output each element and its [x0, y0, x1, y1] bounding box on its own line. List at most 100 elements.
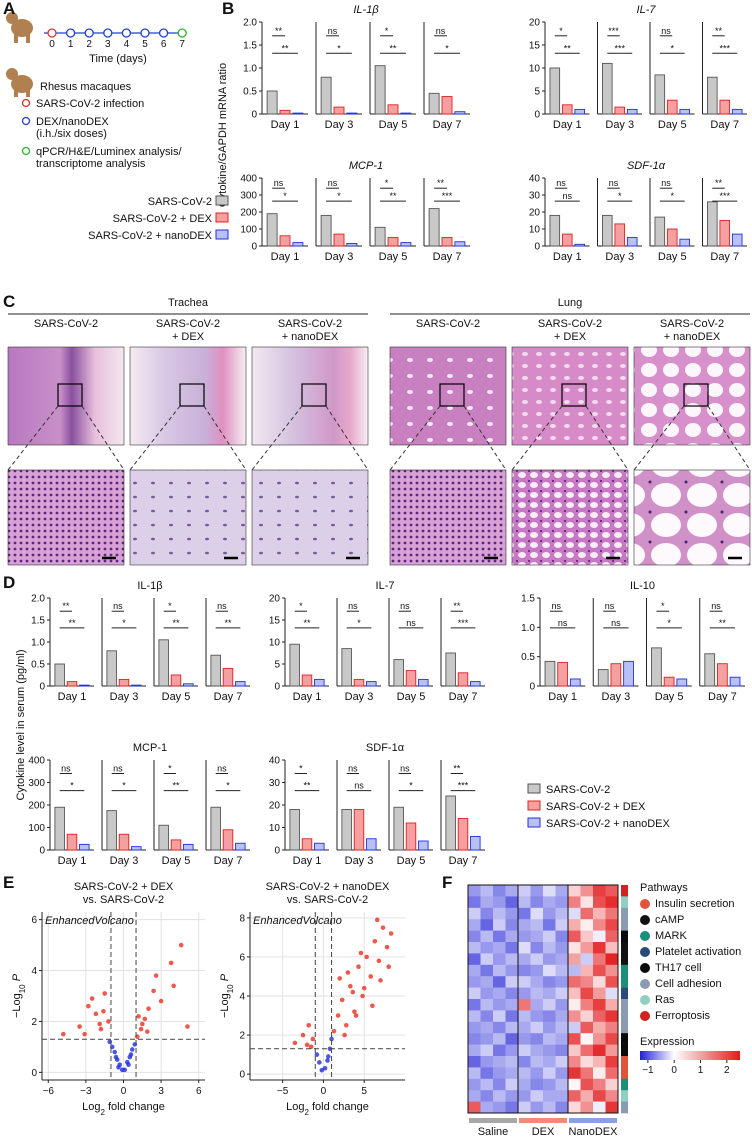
heatmap-cell — [555, 1033, 569, 1045]
time-tick-label: 2 — [86, 39, 92, 50]
y-tick-label: 15 — [529, 41, 541, 52]
significance-label: ns — [354, 781, 364, 791]
x-tick-label: Day 5 — [655, 691, 684, 703]
legend-label: SARS-CoV-2 infection — [36, 98, 144, 110]
heatmap-cell — [555, 964, 569, 977]
heatmap-cell — [505, 942, 519, 954]
histology-image — [7, 346, 125, 446]
heatmap-cell — [518, 1101, 531, 1114]
legend-marker — [21, 146, 31, 156]
histology-image — [129, 346, 247, 446]
colorbar-title: Expression — [640, 1036, 694, 1048]
x-tick-label: Day 7 — [214, 855, 243, 867]
significance-label: * — [357, 618, 361, 628]
heatmap-cell — [480, 964, 494, 977]
y-tick-label: 0 — [31, 1068, 37, 1079]
point — [116, 1064, 121, 1070]
point — [352, 1009, 357, 1014]
point — [140, 1021, 145, 1027]
significance-label: ** — [303, 781, 311, 791]
significance-label: ns — [400, 601, 410, 611]
y-tick-label: 0 — [534, 242, 540, 253]
y-tick-label: 30 — [529, 191, 541, 202]
legend-label: transcriptome analysis — [36, 158, 146, 170]
heatmap-cell — [580, 1101, 594, 1114]
column-label: SARS-CoV-2 — [278, 318, 342, 330]
point — [380, 925, 386, 930]
significance-label: ** — [437, 178, 445, 188]
y-axis-label: −Log10 P — [11, 973, 27, 1018]
zoom-line — [81, 405, 125, 471]
significance-label: ** — [453, 601, 461, 611]
significance-label: * — [122, 781, 126, 791]
heatmap-cell — [555, 1101, 569, 1114]
legend-marker — [640, 963, 650, 973]
x-tick-label: Day 3 — [602, 691, 631, 703]
pathway-annotation — [621, 1067, 628, 1080]
bar — [666, 228, 678, 247]
x-tick-label: Day 1 — [293, 691, 322, 703]
heatmap-cell — [593, 976, 606, 988]
y-axis-label-part: P — [11, 973, 23, 984]
heatmap-cell — [593, 1090, 606, 1102]
heatmap-cell — [593, 896, 606, 909]
point — [348, 983, 353, 989]
group-label: NanoDEX — [569, 1126, 619, 1138]
bar — [353, 678, 365, 687]
point — [360, 993, 365, 999]
bar — [405, 822, 417, 851]
heatmap-cell — [580, 964, 594, 977]
column-label: + nanoDEX — [282, 331, 339, 343]
significance-label: ns — [711, 601, 721, 611]
heatmap-cell — [593, 953, 606, 966]
point — [310, 1036, 316, 1042]
heatmap-cell — [568, 885, 581, 897]
point — [343, 1023, 349, 1028]
bar — [549, 214, 561, 247]
point — [325, 1058, 330, 1063]
subtitle: EnhancedVolcano — [253, 915, 342, 927]
significance-label: * — [667, 618, 671, 628]
bar — [561, 104, 573, 115]
significance-label: ** — [389, 43, 397, 53]
heatmap-cell — [505, 907, 519, 920]
heatmap-cell — [555, 1090, 569, 1102]
heatmap-cell — [468, 919, 481, 931]
heatmap-cell — [593, 1044, 606, 1057]
heatmap-cell — [605, 1021, 619, 1034]
heatmap-cell — [580, 919, 594, 931]
y-tick-label: 2 — [239, 1031, 245, 1042]
heatmap-cell — [505, 1078, 519, 1091]
group-bar — [519, 1118, 567, 1123]
heatmap-cell — [605, 1010, 619, 1023]
colorbar — [640, 1051, 740, 1060]
pathway-annotation — [621, 1010, 628, 1023]
heatmap-cell — [493, 1010, 506, 1023]
heatmap-cell — [480, 1101, 494, 1114]
bar — [366, 838, 377, 851]
heatmap-cell — [543, 953, 556, 966]
heatmap-cell — [593, 930, 606, 943]
monkey-icon — [6, 68, 33, 97]
significance-label: * — [299, 601, 303, 611]
significance-label: ns — [61, 764, 71, 774]
heatmap-cell — [468, 1078, 481, 1091]
legend-title: Pathways — [640, 882, 688, 894]
legend-label: Platelet activation — [655, 946, 741, 958]
y-tick-label: 8 — [239, 913, 245, 924]
heatmap-cell — [480, 1021, 494, 1034]
heatmap-cell — [605, 1078, 619, 1091]
point — [300, 1032, 306, 1038]
column-label: + nanoDEX — [664, 331, 721, 343]
heatmap-cell — [518, 919, 531, 931]
heatmap-cell — [493, 930, 506, 943]
colorbar-tick-label: 0 — [671, 1065, 677, 1076]
heatmap-cell — [480, 907, 494, 920]
heatmap-cell — [555, 930, 569, 943]
x-tick-label: Day 3 — [325, 119, 354, 131]
point — [358, 950, 364, 956]
pathway-annotation — [621, 1056, 628, 1068]
point — [384, 944, 390, 950]
x-tick-label: 0 — [321, 1086, 327, 1097]
significance-label: ** — [564, 43, 572, 53]
